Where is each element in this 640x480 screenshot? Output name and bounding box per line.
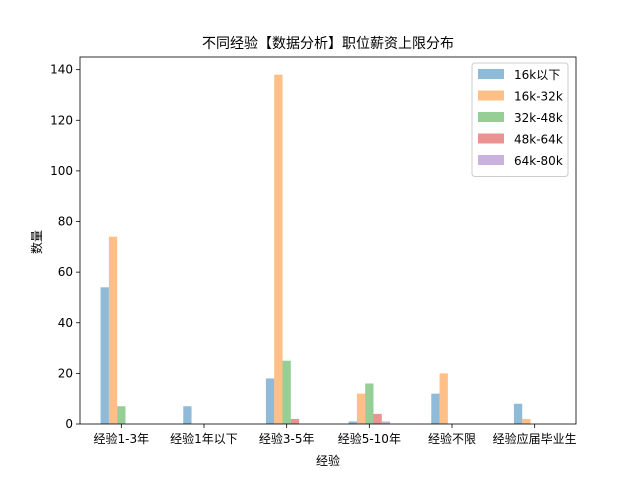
legend-swatch [478, 155, 504, 165]
y-tick-label: 20 [58, 366, 73, 380]
bar [381, 421, 391, 424]
legend-label: 48k-64k [514, 133, 563, 147]
bar [513, 403, 523, 424]
legend-swatch [478, 69, 504, 79]
y-tick-label: 140 [50, 63, 73, 77]
legend-label: 32k-48k [514, 111, 563, 125]
legend-label: 16k-32k [514, 90, 563, 104]
x-tick-label: 经验3-5年 [259, 431, 315, 446]
legend: 16k以下 16k-32k 32k-48k 48k-64k 64k-80k [471, 62, 569, 177]
x-axis-label: 经验 [316, 453, 340, 468]
bar [265, 378, 275, 424]
bar [373, 413, 382, 424]
legend-swatch [478, 90, 504, 101]
bar [348, 421, 357, 424]
x-tick-label: 经验应届毕业生 [493, 431, 577, 446]
bar [100, 287, 109, 424]
x-tick-label: 经验5-10年 [338, 431, 401, 446]
legend-label: 64k-80k [514, 154, 563, 168]
bar [183, 406, 192, 424]
legend-swatch [478, 112, 504, 122]
bar [365, 383, 374, 424]
y-tick-label: 0 [65, 417, 73, 431]
y-tick-label: 120 [50, 113, 73, 127]
x-tick-label: 经验不限 [428, 431, 476, 446]
bars-layer [100, 74, 531, 424]
y-tick-label: 80 [58, 215, 73, 229]
plot-frame [79, 56, 577, 425]
legend-label: 16k以下 [514, 68, 560, 82]
bar [108, 236, 118, 424]
y-tick-label: 60 [58, 265, 73, 279]
x-tick-label: 经验1年以下 [170, 431, 238, 446]
y-tick-label: 40 [58, 316, 73, 330]
bar [356, 393, 366, 424]
bar [522, 418, 531, 424]
bar [117, 406, 126, 424]
bar [282, 360, 291, 424]
bar [431, 393, 440, 424]
bar [274, 74, 283, 424]
y-axis-label: 数量 [29, 230, 44, 254]
bar [290, 418, 300, 424]
x-tick-label: 经验1-3年 [94, 431, 150, 446]
axes-layer: 0 20 40 60 80 100 120 140 经验1-3年 经验1年以下 经验3-5年 经验5-… [50, 56, 577, 446]
y-tick-label: 100 [50, 164, 73, 178]
bar [439, 373, 448, 424]
legend-swatch [478, 133, 504, 144]
chart-title: 不同经验【数据分析】职位薪资上限分布 [202, 36, 454, 52]
